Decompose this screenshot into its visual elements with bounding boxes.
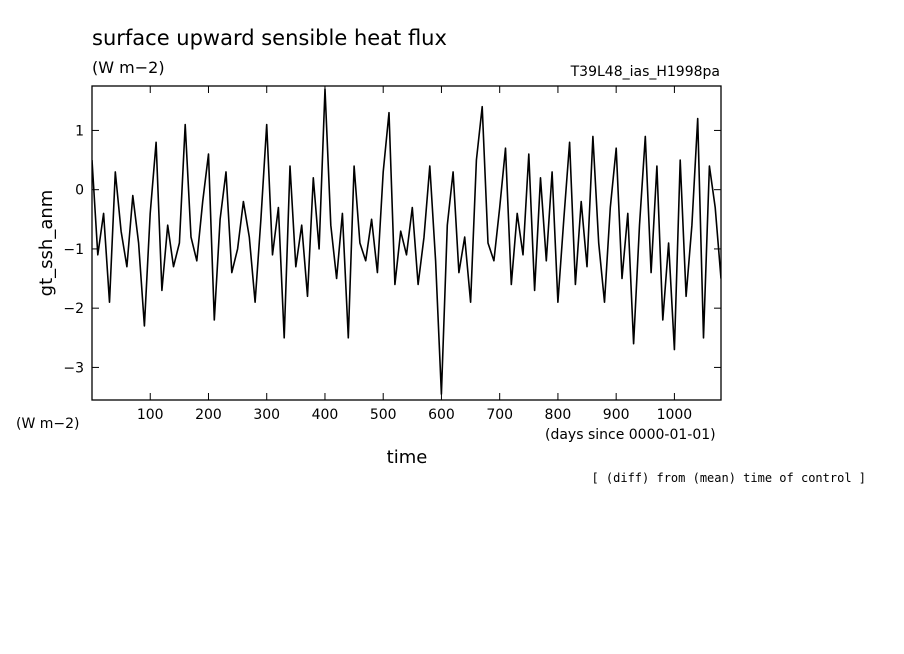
x-tick-label: 400 — [312, 407, 339, 423]
chart-title: surface upward sensible heat flux — [92, 26, 447, 50]
y-tick-label: −3 — [63, 360, 84, 376]
x-tick-label: 600 — [428, 407, 455, 423]
x-axis-label: time — [387, 447, 428, 468]
x-tick-label: 800 — [545, 407, 572, 423]
x-axis-units: (days since 0000-01-01) — [545, 427, 716, 443]
series-layer — [92, 88, 721, 395]
y-axis-units: (W m−2) — [16, 416, 80, 432]
y-tick-label: 1 — [75, 123, 84, 139]
x-tick-label: 900 — [603, 407, 630, 423]
y-axis-label: gt_ssh_anm — [36, 190, 57, 297]
run-label: T39L48_ias_H1998pa — [570, 64, 720, 80]
x-tick-label: 300 — [253, 407, 280, 423]
x-tick-label: 200 — [195, 407, 222, 423]
y-tick-label: −1 — [63, 242, 84, 258]
chart-units: (W m−2) — [92, 58, 165, 77]
x-tick-label: 100 — [137, 407, 164, 423]
x-tick-label: 700 — [486, 407, 513, 423]
series-line — [92, 88, 721, 395]
x-axis-ticks: 100 200 300 400 500 600 700 800 900 1000 — [137, 86, 692, 423]
y-axis-ticks: 1 0 −1 −2 −3 — [63, 123, 721, 376]
x-tick-label: 1000 — [657, 407, 693, 423]
x-tick-label: 500 — [370, 407, 397, 423]
y-tick-label: 0 — [75, 183, 84, 199]
y-tick-label: −2 — [63, 301, 84, 317]
footnote: [ (diff) from (mean) time of control ] — [591, 471, 866, 485]
plot-frame — [91, 85, 722, 401]
